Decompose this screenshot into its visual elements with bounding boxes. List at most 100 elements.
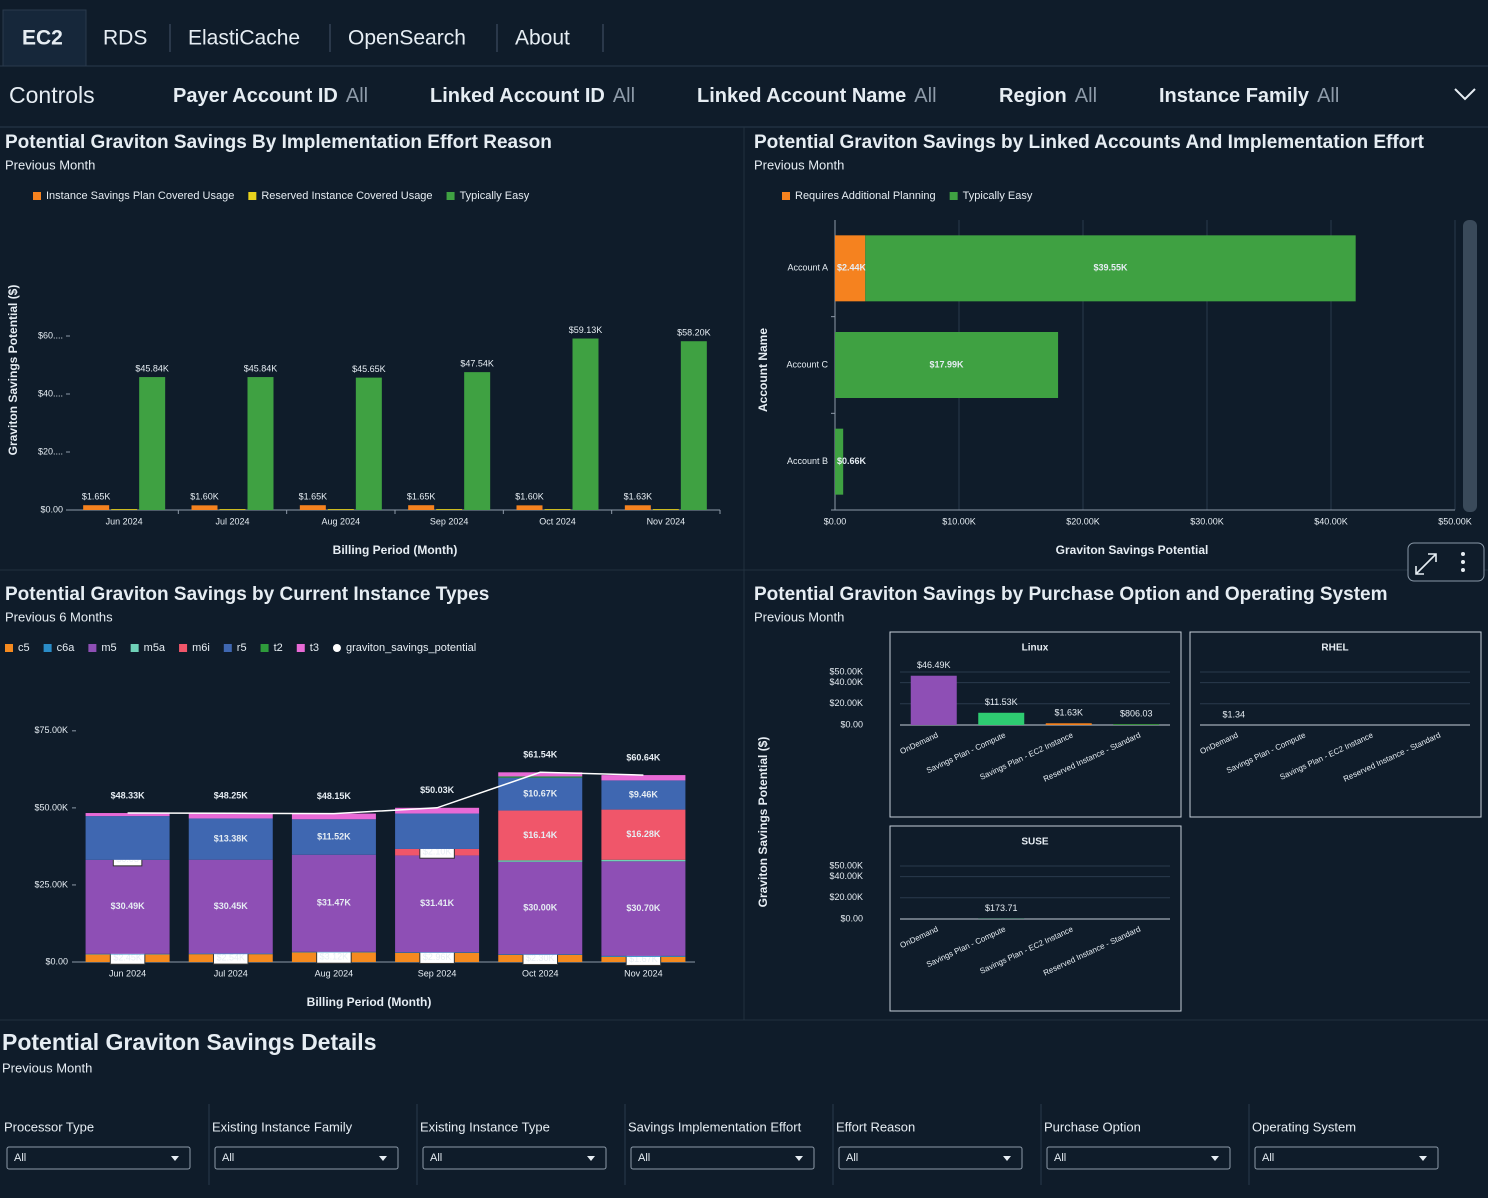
legend-swatch <box>43 644 52 652</box>
data-label: $806.03 <box>1120 709 1153 719</box>
tab-label[interactable]: OpenSearch <box>348 27 466 50</box>
legend-label: graviton_savings_potential <box>346 642 476 654</box>
legend-label: Requires Additional Planning <box>795 190 936 202</box>
facet-panel <box>1189 631 1482 818</box>
bar-segment <box>291 951 376 953</box>
legend-swatch <box>296 644 305 652</box>
data-label: $17.99K <box>930 359 965 369</box>
line-label: $50.03K <box>420 785 455 795</box>
control-filter[interactable]: Region All <box>999 85 1097 107</box>
bar-segment <box>85 816 170 860</box>
filter-label: Effort Reason <box>836 1119 915 1134</box>
collapse-icon[interactable] <box>1454 88 1476 101</box>
bar <box>544 509 571 510</box>
legend-label: c6a <box>57 642 76 654</box>
legend-label: Typically Easy <box>963 190 1033 202</box>
data-label: $1.65K <box>407 492 436 502</box>
dropdown-value: All <box>1054 1152 1066 1164</box>
expand-icon[interactable] <box>1415 553 1437 575</box>
y-tick-label: $20.00K <box>829 892 863 902</box>
data-label: $30.70K <box>626 903 661 913</box>
dropdown-arrow <box>1419 1156 1427 1161</box>
bar <box>652 509 679 510</box>
dropdown[interactable] <box>1254 1146 1439 1170</box>
bar-segment <box>601 955 686 957</box>
tab-label[interactable]: About <box>515 27 570 50</box>
x-tick-label: Nov 2024 <box>624 968 663 978</box>
data-label: $45.65K <box>352 364 386 374</box>
data-label: $39.55K <box>1093 263 1128 273</box>
visual-menu[interactable] <box>1407 542 1485 582</box>
dropdown[interactable] <box>1046 1146 1231 1170</box>
chart-title: Potential Graviton Savings By Implementa… <box>5 132 552 153</box>
dropdown-value: All <box>14 1152 26 1164</box>
bar <box>835 332 1059 398</box>
bar-segment <box>498 860 583 862</box>
data-label: $173.71 <box>985 903 1018 913</box>
legend-swatch <box>782 192 790 200</box>
y-tick-label: $40.... <box>38 388 63 398</box>
legend-label: Typically Easy <box>460 190 530 202</box>
data-label: $1.65K <box>299 492 328 502</box>
line-label: $61.54K <box>523 750 558 760</box>
bar-segment <box>85 813 170 817</box>
control-filter[interactable]: Payer Account ID All <box>173 85 368 107</box>
filter-label: Instance Family <box>1159 85 1310 107</box>
line-label: $48.33K <box>111 790 146 800</box>
active-tab <box>2 9 87 67</box>
tab-label[interactable]: ElastiCache <box>188 27 300 50</box>
x-tick-label: Aug 2024 <box>322 516 361 526</box>
scrollbar[interactable] <box>1463 220 1477 512</box>
y-tick-label: $40.00K <box>829 871 863 881</box>
line-label: $60.64K <box>626 752 661 762</box>
bar-segment <box>395 807 480 814</box>
data-label: $11.53K <box>985 697 1018 707</box>
data-label: $1.34 <box>1222 709 1245 719</box>
bar <box>408 505 435 510</box>
bar-segment <box>291 854 376 952</box>
y-tick-label: Account C <box>786 359 828 369</box>
dropdown[interactable] <box>422 1146 607 1170</box>
data-label: $2.96K <box>423 952 452 962</box>
control-filter[interactable]: Instance Family All <box>1159 85 1339 107</box>
x-tick-label: $20.00K <box>1066 516 1100 526</box>
bar <box>83 505 110 510</box>
dropdown[interactable] <box>838 1146 1023 1170</box>
dropdown[interactable] <box>630 1146 815 1170</box>
legend-label: m6i <box>192 642 210 654</box>
tab-label[interactable]: RDS <box>103 27 147 50</box>
menu-dot[interactable] <box>1461 568 1465 572</box>
line <box>127 771 644 815</box>
bar-segment <box>395 855 480 953</box>
data-label: $1.63K <box>1054 708 1083 718</box>
control-filter[interactable]: Linked Account Name All <box>697 85 937 107</box>
legend-swatch <box>130 644 139 652</box>
data-label: $0.66K <box>837 456 867 466</box>
line-label: $48.25K <box>214 791 249 801</box>
bar-segment <box>601 859 686 862</box>
dropdown[interactable] <box>214 1146 399 1170</box>
chart-subtitle: Previous Month <box>5 157 95 172</box>
bar <box>299 505 326 510</box>
data-label: $11.52K <box>317 831 351 841</box>
data-label: $13.38K <box>214 833 249 843</box>
y-tick-label: $40.00K <box>829 677 863 687</box>
data-label: $2.44K <box>837 263 867 273</box>
dropdown-value: All <box>846 1152 858 1164</box>
legend-label: t2 <box>274 642 283 654</box>
menu-dot[interactable] <box>1461 560 1465 564</box>
data-label: $2.54K <box>216 952 245 962</box>
filter-value: All <box>914 85 936 107</box>
filter-value: All <box>346 85 368 107</box>
y-tick-label: Account A <box>787 263 828 273</box>
active-tab-label[interactable]: EC2 <box>22 27 63 50</box>
facet-panel <box>889 631 1182 818</box>
legend-label: m5 <box>101 642 116 654</box>
facet-title: RHEL <box>1321 643 1348 654</box>
dropdown[interactable] <box>6 1146 191 1170</box>
menu-dot[interactable] <box>1461 552 1465 556</box>
bar-segment <box>188 953 273 955</box>
control-filter[interactable]: Linked Account ID All <box>430 85 635 107</box>
filter-label: Processor Type <box>4 1119 94 1134</box>
legend-swatch <box>260 644 269 652</box>
